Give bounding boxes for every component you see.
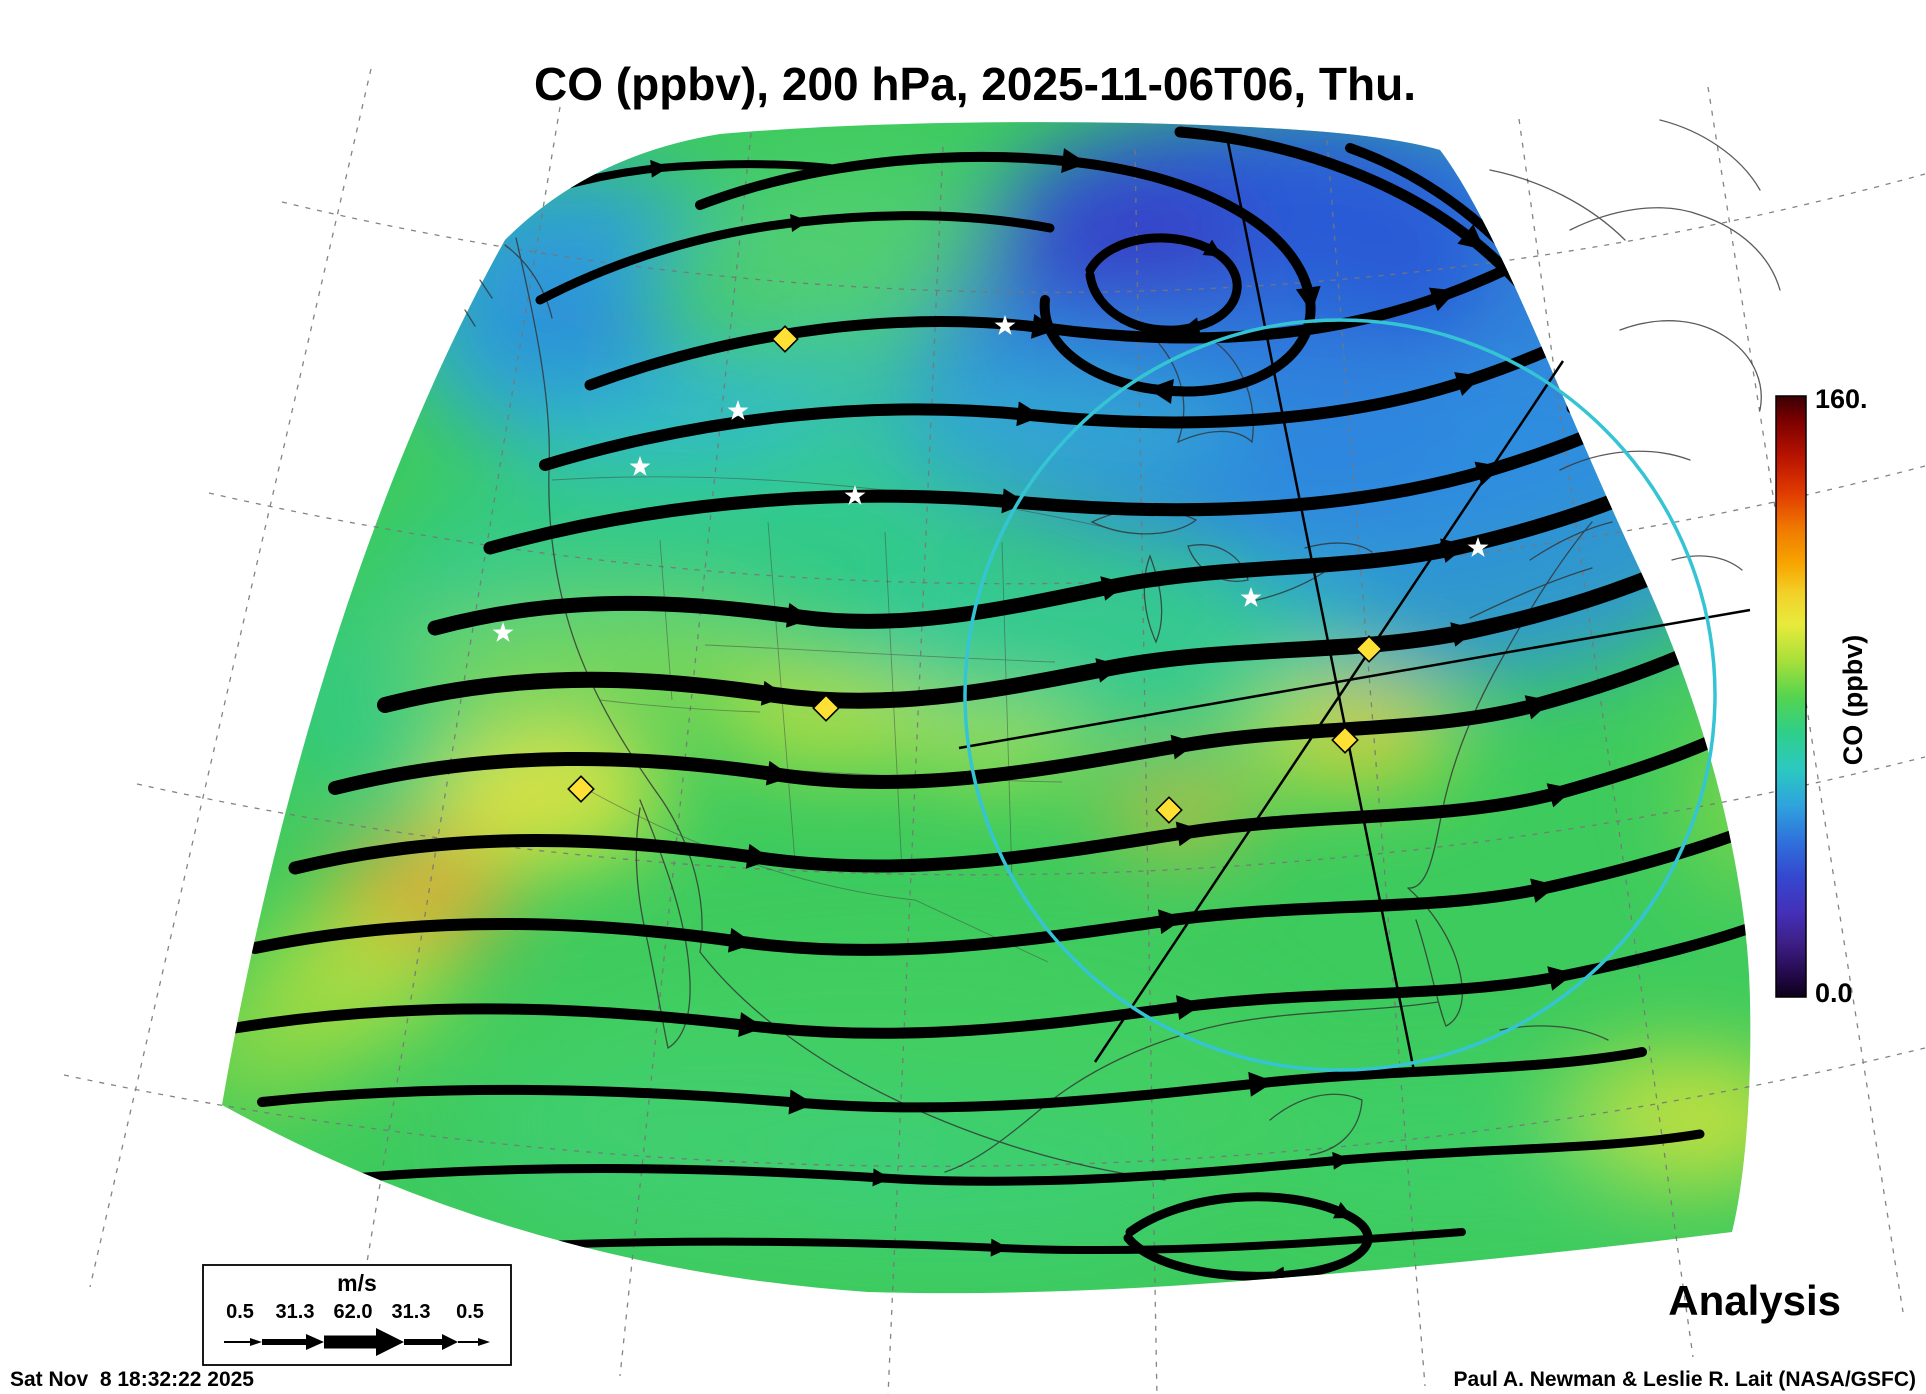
colorbar-max-label: 160. [1815,384,1868,414]
diamond-icon [567,775,595,803]
streamline [229,922,1751,1039]
diamond-icon [1355,635,1383,663]
range-circle [963,318,1717,1072]
streamline [257,1047,1647,1115]
streamline [377,530,1743,713]
streamline [288,715,1751,875]
diamond-icon [1331,726,1359,754]
legend-value: 0.5 [226,1301,254,1323]
cross-section-lines [958,136,1751,1072]
waypoint-diamond-markers [567,325,1383,824]
streamline [427,444,1730,636]
colorbar-axis-label: CO (ppbv) [1838,635,1868,765]
streamline [328,618,1751,795]
streamline [347,1129,1705,1187]
diamond-icon [771,325,799,353]
great-circle-line [1225,136,1416,1072]
wind-speed-legend: m/s 0.5 31.3 62.0 31.3 0.5 [202,1264,512,1366]
streamline [1123,1192,1373,1285]
footer-credit: Paul A. Newman & Leslie R. Lait (NASA/GS… [1454,1368,1916,1391]
legend-value: 0.5 [456,1301,484,1323]
diamond-icon [812,694,840,722]
footer-timestamp: Sat Nov 8 18:32:22 2025 [10,1368,254,1391]
legend-units: m/s [337,1270,377,1296]
great-circle-line [958,608,1751,750]
colorbar-gradient [1775,395,1807,998]
great-circle-line [1093,360,1565,1063]
legend-value: 31.3 [276,1301,315,1323]
legend-value: 62.0 [334,1301,373,1323]
streamline [535,211,1055,305]
streamline [249,824,1751,956]
colorbar: 160. 0.0 CO (ppbv) [1775,384,1868,1008]
legend-arrow-scale [224,1328,490,1356]
analysis-label: Analysis [1668,1277,1841,1324]
legend-value: 31.3 [392,1301,431,1323]
colorbar-min-label: 0.0 [1815,978,1853,1008]
figure-title: CO (ppbv), 200 hPa, 2025-11-06T06, Thu. [534,58,1416,110]
diamond-icon [1155,796,1183,824]
